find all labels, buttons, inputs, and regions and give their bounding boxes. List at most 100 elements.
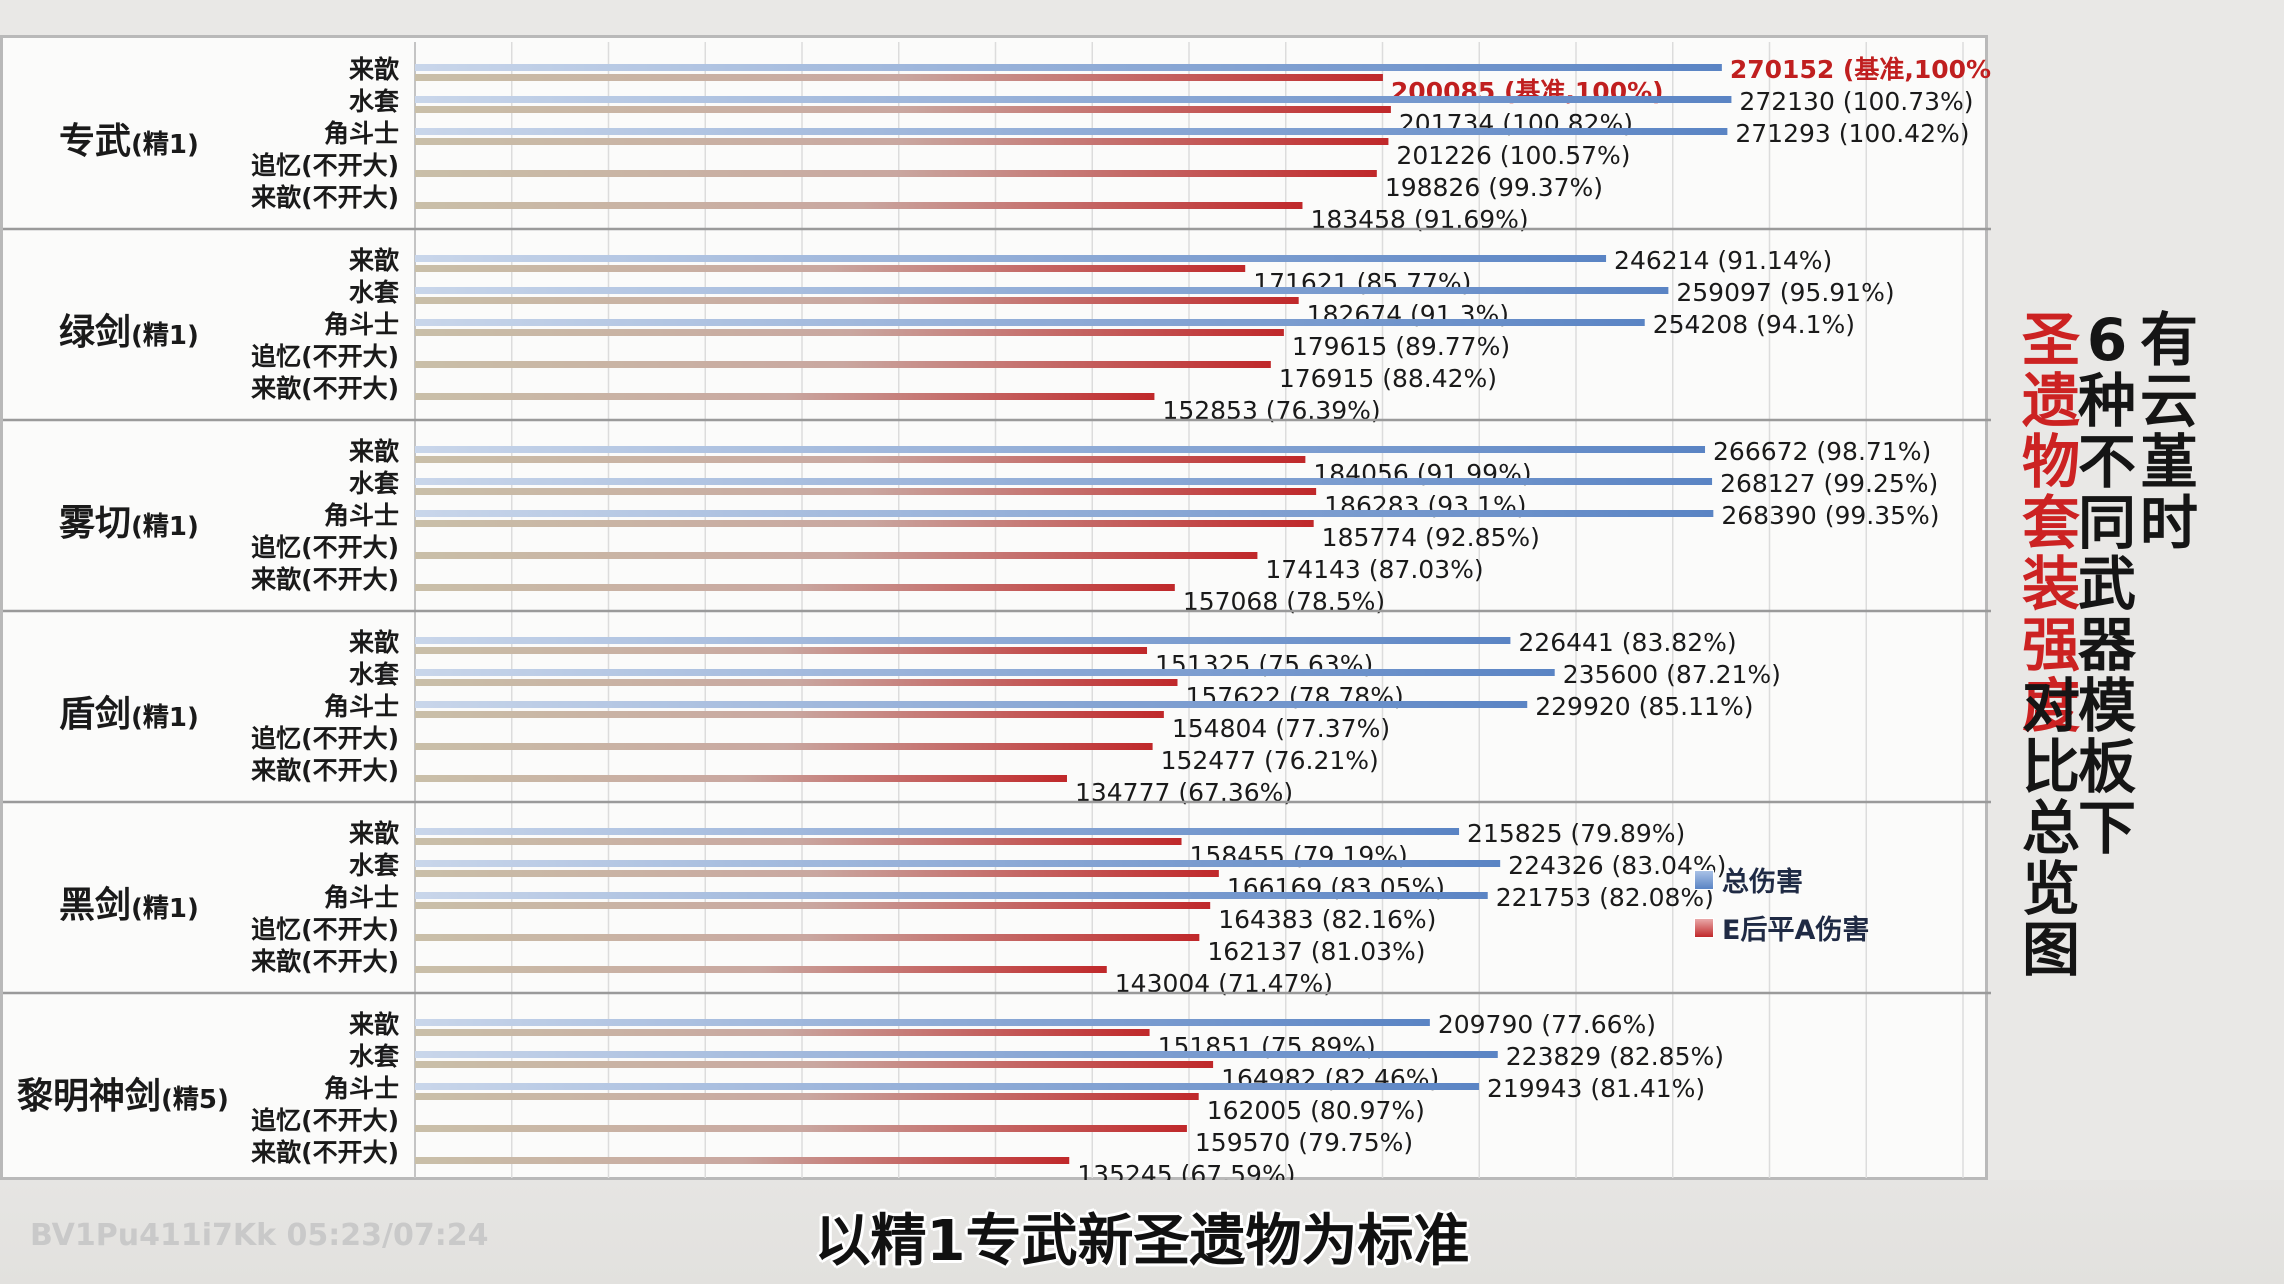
title-line-2: 6种不同武器模板下 <box>2077 306 2136 862</box>
bar-ea <box>415 838 1182 845</box>
value-label-ea: 162005 (80.97%) <box>1207 1096 1425 1125</box>
bar-ea <box>415 393 1155 400</box>
weapon-label: 黎明神剑(精5) <box>17 1075 229 1117</box>
weapon-label: 盾剑(精1) <box>59 693 199 735</box>
bar-ea <box>415 647 1148 654</box>
legend-item-ea: E后平A伤害 <box>1694 908 1869 947</box>
bar-total <box>415 860 1501 867</box>
bar-total <box>415 669 1555 676</box>
bar-ea <box>415 584 1175 591</box>
set-label: 角斗士 <box>324 692 399 721</box>
title-line-4: 对比总览图 <box>2021 672 2080 984</box>
weapon-label: 雾切(精1) <box>59 503 199 544</box>
legend-swatch-ea <box>1694 917 1714 938</box>
value-label-total: 259097 (95.91%) <box>1676 278 1894 307</box>
value-label-ea: 159570 (79.75%) <box>1195 1128 1413 1157</box>
bar-total <box>415 1083 1479 1090</box>
set-label: 追忆(不开大) <box>251 533 399 562</box>
value-label-ea: 135245 (67.59%) <box>1077 1160 1295 1183</box>
bar-total <box>415 64 1722 71</box>
value-label-total: 224326 (83.04%) <box>1508 851 1726 880</box>
value-label-ea: 198826 (99.37%) <box>1385 173 1603 202</box>
weapon-refine: (精1) <box>131 512 199 542</box>
weapon-refine: (精5) <box>161 1085 229 1115</box>
value-label-total: 219943 (81.41%) <box>1487 1074 1705 1103</box>
bar-ea <box>415 74 1383 81</box>
set-label: 角斗士 <box>324 1074 399 1103</box>
value-label-ea: 174143 (87.03%) <box>1265 555 1483 584</box>
bar-total <box>415 1051 1498 1058</box>
bar-ea <box>415 361 1271 368</box>
weapon-refine: (精1) <box>131 321 199 351</box>
value-label-total: 254208 (94.1%) <box>1653 310 1855 339</box>
bar-total <box>415 128 1728 135</box>
bar-total <box>415 892 1488 899</box>
weapon-name: 专武 <box>59 121 131 162</box>
set-label: 追忆(不开大) <box>251 724 399 753</box>
bar-ea <box>415 138 1389 145</box>
bar-total <box>415 1019 1430 1026</box>
value-label-total: 226441 (83.82%) <box>1518 628 1736 657</box>
value-label-ea: 201226 (100.57%) <box>1396 141 1630 170</box>
set-label: 角斗士 <box>324 501 399 530</box>
bar-ea <box>415 297 1299 304</box>
value-label-ea: 185774 (92.85%) <box>1322 523 1540 552</box>
set-label: 追忆(不开大) <box>251 915 399 944</box>
set-label: 角斗士 <box>324 883 399 912</box>
bar-ea <box>415 456 1306 463</box>
subtitle-bar <box>0 1180 2284 1284</box>
bar-ea <box>415 966 1107 973</box>
value-label-total: 221753 (82.08%) <box>1496 883 1714 912</box>
set-label: 来歆(不开大) <box>251 374 399 403</box>
video-subtitle: 以精1专武新圣遗物为标准 <box>814 1209 1470 1274</box>
set-label: 来歆 <box>349 819 399 848</box>
bar-total <box>415 701 1528 708</box>
set-label: 来歆 <box>349 1010 399 1039</box>
value-label-total: 272130 (100.73%) <box>1739 87 1973 116</box>
set-label: 来歆 <box>349 437 399 466</box>
set-label: 来歆 <box>349 628 399 657</box>
value-label-total: 223829 (82.85%) <box>1506 1042 1724 1071</box>
video-watermark: BV1Pu411i7Kk 05:23/07:24 <box>30 1218 489 1253</box>
weapon-refine: (精1) <box>131 894 199 924</box>
bar-ea <box>415 170 1377 177</box>
bar-ea <box>415 552 1258 559</box>
value-label-total: 229920 (85.11%) <box>1535 692 1753 721</box>
set-label: 来歆 <box>349 55 399 84</box>
bar-ea <box>415 679 1178 686</box>
set-label: 水套 <box>349 278 400 307</box>
value-label-ea: 179615 (89.77%) <box>1292 332 1510 361</box>
title-line-3: 圣遗物套装强度 <box>2021 306 2080 740</box>
bar-total <box>415 96 1732 103</box>
bar-ea <box>415 743 1153 750</box>
set-label: 水套 <box>349 87 400 116</box>
legend-label-ea: E后平A伤害 <box>1722 915 1870 946</box>
weapon-name: 雾切 <box>59 503 131 544</box>
bar-total <box>415 287 1669 294</box>
set-label: 追忆(不开大) <box>251 1106 399 1135</box>
weapon-refine: (精1) <box>131 703 199 733</box>
value-label-ea: 176915 (88.42%) <box>1279 364 1497 393</box>
weapon-label: 绿剑(精1) <box>59 311 199 353</box>
weapon-label: 专武(精1) <box>59 121 199 162</box>
value-label-total: 266672 (98.71%) <box>1713 437 1931 466</box>
value-label-total: 246214 (91.14%) <box>1614 246 1832 275</box>
bar-ea <box>415 265 1246 272</box>
legend-label-total: 总伤害 <box>1722 867 1803 898</box>
chart-legend: 总伤害 E后平A伤害 <box>1694 860 1914 960</box>
bar-total <box>415 637 1511 644</box>
value-label-ea: 152477 (76.21%) <box>1161 746 1379 775</box>
title-line-1: 有云堇时 <box>2139 306 2198 557</box>
set-label: 来歆(不开大) <box>251 947 399 976</box>
bar-total <box>415 510 1714 517</box>
bar-ea <box>415 711 1164 718</box>
chart-panel: 专武(精1) 来歆 270152 (基准,100%) 200085 (基准,100%)… <box>0 35 1991 1183</box>
bar-ea <box>415 329 1284 336</box>
set-label: 角斗士 <box>324 119 399 148</box>
value-label-total: 271293 (100.42%) <box>1735 119 1969 148</box>
bar-ea <box>415 1029 1150 1036</box>
weapon-refine: (精1) <box>131 130 199 160</box>
bar-ea <box>415 870 1219 877</box>
set-label: 来歆(不开大) <box>251 565 399 594</box>
bar-ea <box>415 902 1211 909</box>
